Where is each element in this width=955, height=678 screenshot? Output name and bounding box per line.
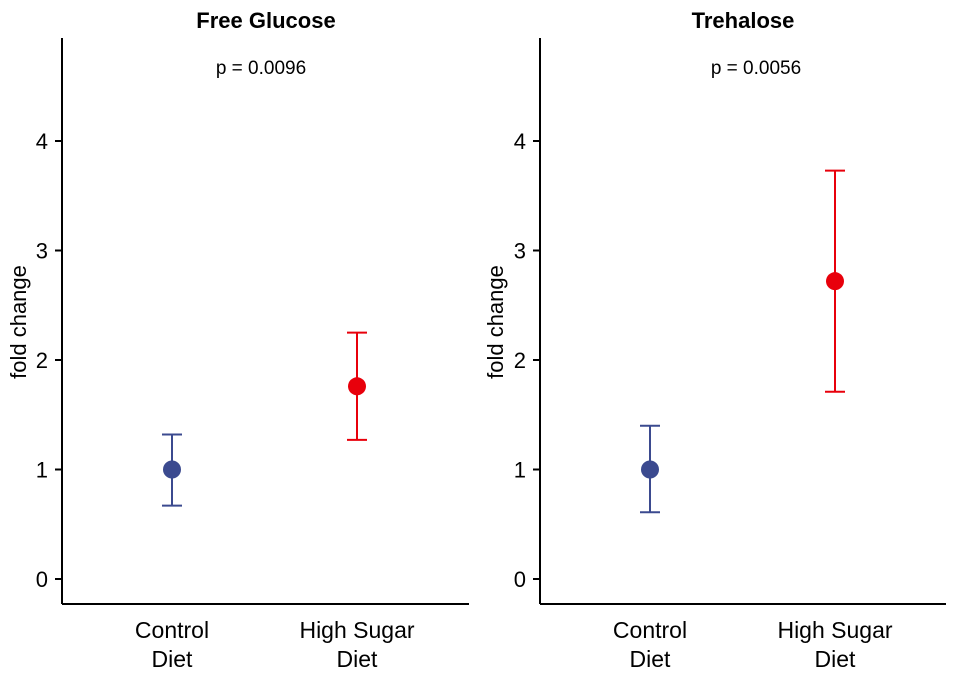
data-point [826,272,844,291]
y-tick-label: 4 [514,129,526,154]
y-tick-label: 3 [514,239,526,264]
y-tick-label: 2 [36,348,48,373]
panel-1: Free Glucose p = 0.0096 0 1 2 3 4 fold change Co… [6,8,469,672]
panel-2: Trehalose p = 0.0056 0 1 2 3 4 fold change Contr… [483,8,946,672]
data-point [348,377,366,396]
y-tick-label: 3 [36,239,48,264]
y-tick-label: 0 [36,567,48,592]
y-tick-label: 0 [514,567,526,592]
x-tick-label-line2: Diet [815,646,857,672]
x-tick-label-line1: Control [135,617,209,643]
y-tick-label: 1 [514,458,526,483]
y-axis-label: fold change [483,265,508,379]
x-tick-label-line2: Diet [152,646,194,672]
y-tick-label: 4 [36,129,48,154]
data-point [163,460,181,479]
y-axis-label: fold change [6,265,31,379]
data-point [641,460,659,479]
p-value-annotation: p = 0.0096 [216,58,306,79]
y-tick-label: 2 [514,348,526,373]
y-tick-label: 1 [36,458,48,483]
x-tick-label-line1: High Sugar [777,617,892,643]
x-tick-label-line1: High Sugar [299,617,414,643]
chart-title: Free Glucose [196,8,335,33]
x-tick-label-line2: Diet [337,646,379,672]
p-value-annotation: p = 0.0056 [711,58,801,79]
x-tick-label-line1: Control [613,617,687,643]
x-tick-label-line2: Diet [630,646,672,672]
chart-title: Trehalose [692,8,795,33]
